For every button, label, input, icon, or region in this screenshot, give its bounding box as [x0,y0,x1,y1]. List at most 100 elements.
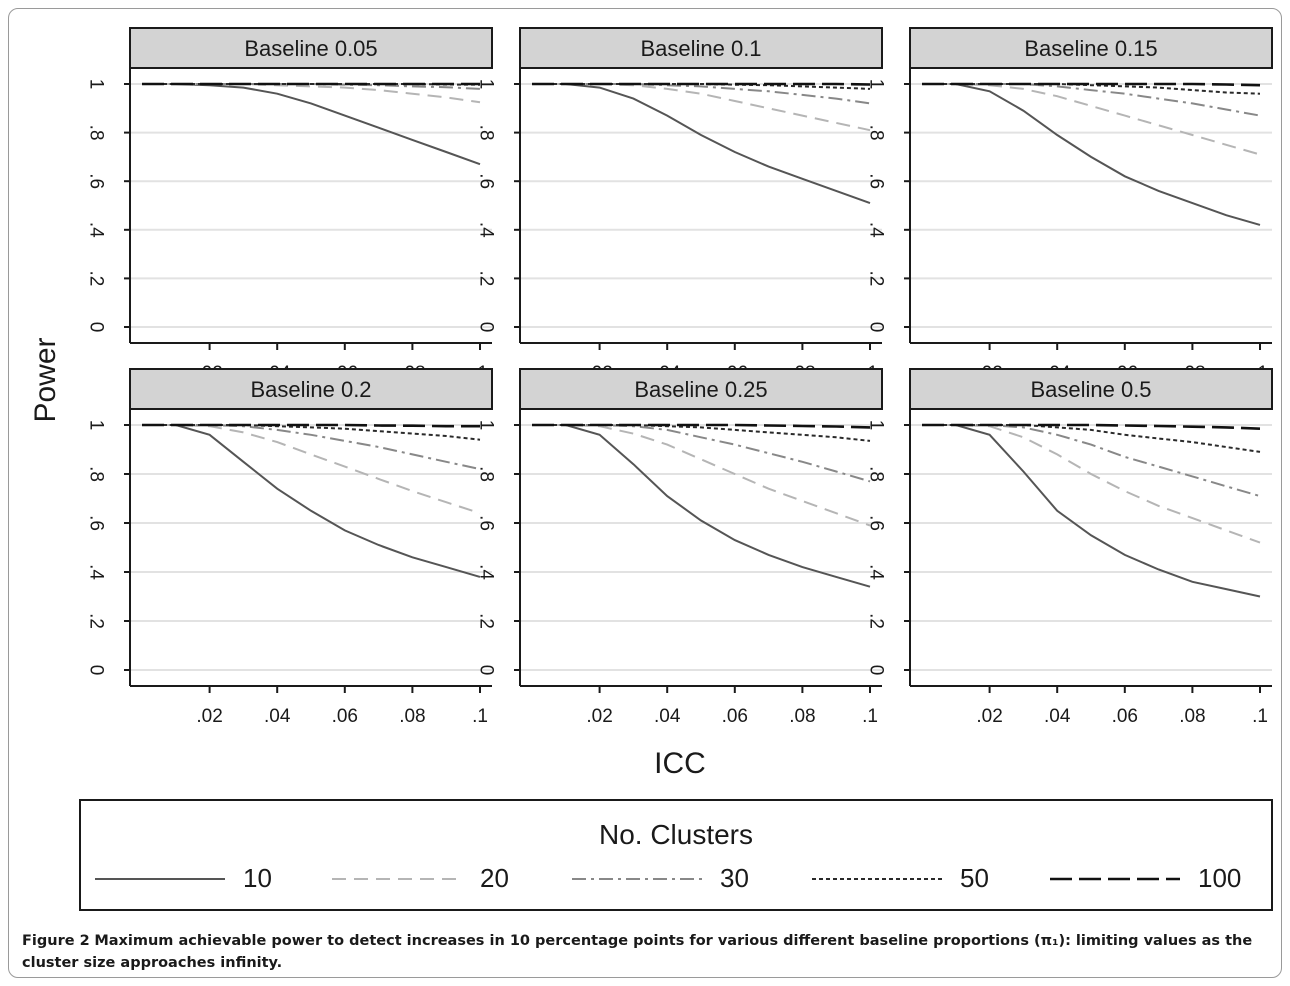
y-tick-label: .8 [86,466,107,482]
y-tick-label: .2 [866,613,887,629]
panel-strip [129,368,493,410]
y-tick-label: .2 [476,613,497,629]
y-tick-label: 0 [866,665,887,676]
faceted-line-chart: Power ICC Baseline 0.05 0 .2 .4 .6 .8 1 .02 .04.… [29,27,1273,911]
series-line [142,424,481,578]
series-line [532,424,871,588]
series-line [142,83,481,104]
series-line [142,423,480,428]
y-tick-label: .6 [86,515,107,531]
y-tick-label: .2 [476,270,497,286]
y-tick-label: .6 [86,173,107,189]
x-tick-label: .06 [332,706,358,727]
x-tick-label: .02 [976,706,1002,727]
x-tick-label: .06 [1112,706,1138,727]
series-line [142,424,481,441]
panel-strip [909,368,1273,410]
panel-strip-label: Baseline 0.1 [640,36,761,61]
caption-label: Figure 2 [22,933,90,949]
x-tick-label: .08 [789,706,815,727]
x-tick-label: .04 [1044,706,1071,727]
series-line [922,82,1261,87]
x-axis-label: ICC [654,747,706,780]
panel-strip [909,27,1273,69]
y-tick-label: .8 [866,466,887,482]
series-line [922,424,1261,453]
series-line [922,423,1261,430]
y-tick-label: 0 [86,665,107,676]
x-tick-label: .06 [722,706,748,727]
series-line [142,424,481,471]
caption-text: Maximum achievable power to detect incre… [22,933,1253,971]
y-tick-label: .4 [86,564,107,580]
series-line [922,424,1261,498]
panel-strip-label: Baseline 0.5 [1030,377,1151,402]
y-tick-label: .6 [866,515,887,531]
legend-box [79,799,1273,911]
x-tick-label: .02 [586,706,612,727]
y-tick-label: .4 [866,222,887,238]
y-tick-label: 1 [866,79,887,90]
panel-strip [519,368,883,410]
series-line [922,83,1261,95]
panel-strip [129,27,493,69]
series-line [532,83,871,205]
y-tick-label: .8 [86,125,107,141]
series-line [532,424,871,483]
y-tick-label: .2 [86,270,107,286]
series-line [922,83,1261,156]
series-line [532,423,871,429]
y-tick-label: 1 [476,420,497,431]
y-tick-label: .8 [476,466,497,482]
panel-strip-label: Baseline 0.15 [1024,36,1157,61]
y-tick-label: .4 [866,564,887,580]
y-axis-label: Power [29,337,62,422]
figure-caption: Figure 2 Maximum achievable power to det… [22,930,1272,974]
series-line [922,424,1261,598]
series-line [532,424,871,442]
panels: Baseline 0.050.2.4.6.81.02.04.06.08.1Bas… [86,27,1273,727]
panel: Baseline 0.25 0 .2 .4 .6 .8 1 .02 .04 .06 .08 .1 [476,368,883,727]
x-tick-label: .08 [1179,706,1205,727]
y-tick-label: 1 [476,79,497,90]
legend-label: 100 [1198,863,1241,893]
y-tick-label: .2 [866,270,887,286]
x-tick-label: .02 [196,706,222,727]
figure-frame [8,8,1282,978]
y-tick-label: .6 [866,173,887,189]
legend-label: 30 [720,863,749,893]
y-tick-label: .4 [86,222,107,238]
y-tick-label: .4 [476,222,497,238]
series-line [532,424,871,527]
y-tick-label: 0 [866,322,887,333]
x-tick-label: .1 [1252,706,1268,727]
legend-label: 50 [960,863,989,893]
panel-strip-label: Baseline 0.25 [634,377,767,402]
panel-strip-label: Baseline 0.05 [244,36,377,61]
y-tick-label: 1 [86,79,107,90]
series-line [922,83,1261,226]
y-tick-label: .6 [476,515,497,531]
series-line [532,83,871,90]
y-tick-label: 1 [866,420,887,431]
series-line [532,82,871,86]
series-line [532,83,871,132]
legend: No. Clusters 10 20 30 50 100 [79,799,1273,911]
panel: Baseline 0.050.2.4.6.81.02.04.06.08.1 [86,27,493,384]
x-tick-label: .08 [399,706,425,727]
panel: Baseline 0.10.2.4.6.81.02.04.06.08.1 [476,27,883,384]
panel: Baseline 0.5 0 .2 .4 .6 .8 1 .02 .04 .06 .08 .1 [866,368,1273,727]
panel-strip [519,27,883,69]
panel-strip-label: Baseline 0.2 [250,377,371,402]
legend-items: 10 20 30 50 100 [95,863,1241,893]
legend-title: No. Clusters [599,819,753,850]
legend-label: 10 [243,863,272,893]
x-tick-label: .1 [472,706,488,727]
series-line [922,424,1261,544]
series-line [142,424,481,515]
y-tick-label: .2 [86,613,107,629]
y-tick-label: .4 [476,564,497,580]
x-tick-label: .04 [654,706,681,727]
x-tick-label: .04 [264,706,291,727]
y-tick-label: 1 [86,420,107,431]
